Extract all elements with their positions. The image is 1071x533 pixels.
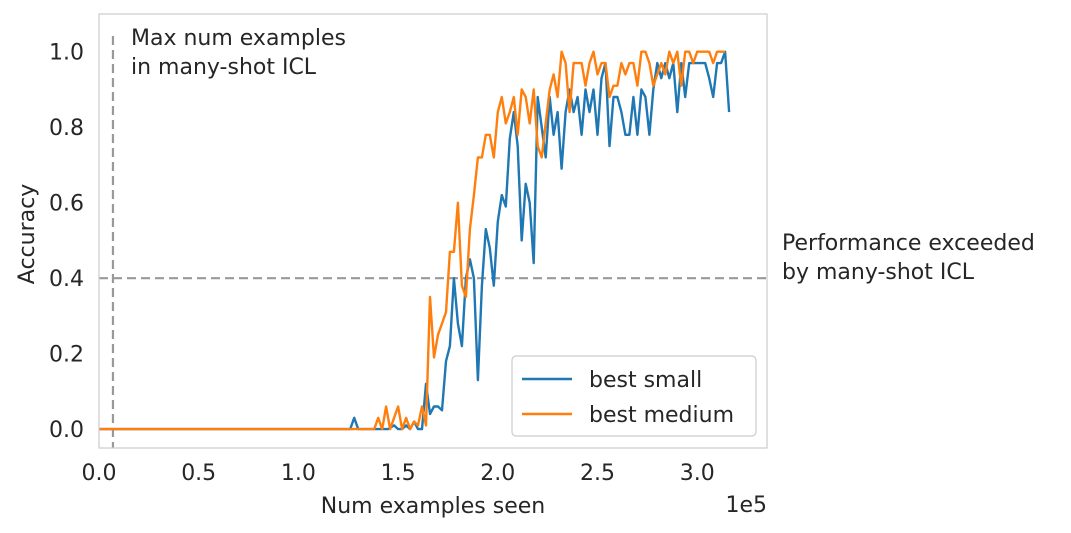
legend-entry-label: best medium	[589, 403, 734, 428]
axes	[98, 13, 768, 449]
y-tick-label: 0.0	[49, 418, 84, 443]
performance-exceeded-label-line2: by many-shot ICL	[782, 260, 975, 285]
performance-exceeded-label-line1: Performance exceeded	[782, 231, 1035, 256]
x-axis-label: Num examples seen	[321, 494, 545, 519]
max-examples-label-line2: in many-shot ICL	[131, 55, 317, 80]
x-tick-label: 1.5	[381, 461, 416, 486]
x-tick-label: 1.0	[281, 461, 316, 486]
y-axis-ticks: 0.0 0.2 0.4 0.6 0.8 1.0	[49, 41, 84, 443]
series-lines	[99, 50, 731, 431]
x-tick-label: 0.5	[181, 461, 216, 486]
y-tick-label: 0.4	[49, 267, 84, 292]
x-tick-label: 0.0	[82, 461, 117, 486]
x-tick-label: 3.0	[680, 461, 715, 486]
legend-box	[511, 355, 757, 437]
max-examples-label-line1: Max num examples	[131, 26, 346, 51]
y-tick-label: 0.6	[49, 192, 84, 217]
x-axis-ticks: 0.0 0.5 1.0 1.5 2.0 2.5 3.0	[82, 461, 715, 486]
x-axis-offset-label: 1e5	[725, 493, 767, 518]
y-tick-label: 1.0	[49, 41, 84, 66]
x-tick-label: 2.5	[580, 461, 615, 486]
plot-frame	[98, 13, 768, 449]
reference-lines	[99, 36, 767, 448]
y-tick-label: 0.8	[49, 116, 84, 141]
legend-entry-label: best small	[589, 368, 702, 393]
legend: best small best medium	[511, 355, 757, 437]
x-tick-label: 2.0	[480, 461, 515, 486]
y-tick-label: 0.2	[49, 343, 84, 368]
y-axis-label: Accuracy	[15, 184, 40, 284]
series-line-best-medium	[99, 50, 726, 431]
